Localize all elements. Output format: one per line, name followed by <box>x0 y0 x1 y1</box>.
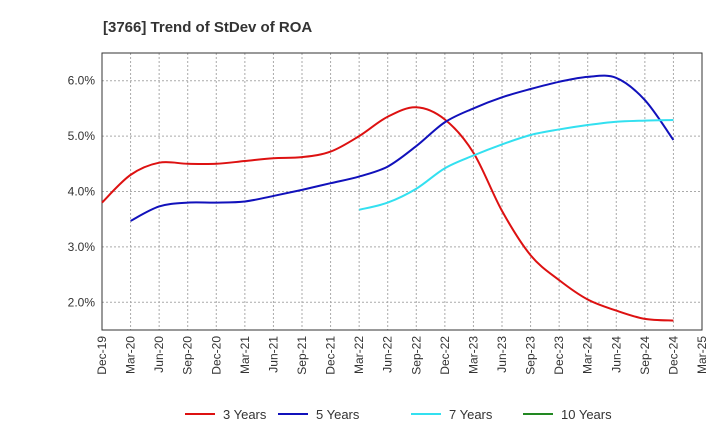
y-tick-label: 2.0% <box>68 295 96 309</box>
chart-title: [3766] Trend of StDev of ROA <box>103 19 312 36</box>
legend-label: 7 Years <box>449 407 493 422</box>
x-tick-label: Dec-24 <box>666 336 680 375</box>
legend-label: 3 Years <box>223 407 267 422</box>
y-tick-label: 5.0% <box>68 129 96 143</box>
x-tick-label: Dec-22 <box>438 336 452 375</box>
x-tick-label: Jun-21 <box>266 336 280 373</box>
series-line-2 <box>358 119 674 211</box>
x-tick-label: Jun-23 <box>495 336 509 373</box>
x-tick-label: Sep-22 <box>409 336 423 375</box>
x-tick-label: Mar-25 <box>695 336 709 374</box>
x-tick-label: Jun-24 <box>609 336 623 373</box>
x-tick-labels: Dec-19 Mar-20 Jun-20 Sep-20 Dec-20 Mar-21 Jun-… <box>95 336 709 375</box>
x-tick-label: Sep-24 <box>638 336 652 375</box>
y-tick-label: 6.0% <box>68 74 96 88</box>
legend-label: 10 Years <box>561 407 612 422</box>
legend-label: 5 Years <box>316 407 360 422</box>
y-tick-label: 4.0% <box>68 185 96 199</box>
x-tick-label: Mar-22 <box>352 336 366 374</box>
x-tick-label: Dec-23 <box>552 336 566 375</box>
series-lines <box>101 74 675 322</box>
plot-frame <box>101 52 703 331</box>
axes <box>101 52 703 331</box>
legend: 3 Years 5 Years 7 Years 10 Years <box>185 407 612 422</box>
x-tick-label: Mar-21 <box>238 336 252 374</box>
x-tick-label: Dec-21 <box>324 336 338 375</box>
x-tick-label: Mar-23 <box>466 336 480 374</box>
series-line-0 <box>101 106 674 322</box>
x-tick-label: Dec-20 <box>209 336 223 375</box>
x-tick-label: Sep-21 <box>295 336 309 375</box>
x-tick-label: Dec-19 <box>95 336 109 375</box>
y-tick-label: 3.0% <box>68 240 96 254</box>
y-tick-labels: 2.0% 3.0% 4.0% 5.0% 6.0% <box>68 74 96 310</box>
x-tick-label: Mar-24 <box>581 336 595 374</box>
series-line-1 <box>130 74 675 222</box>
x-tick-label: Jun-22 <box>381 336 395 373</box>
x-tick-label: Sep-20 <box>181 336 195 375</box>
x-tick-label: Sep-23 <box>524 336 538 375</box>
grid <box>101 53 703 330</box>
x-tick-label: Jun-20 <box>152 336 166 373</box>
x-tick-label: Mar-20 <box>124 336 138 374</box>
